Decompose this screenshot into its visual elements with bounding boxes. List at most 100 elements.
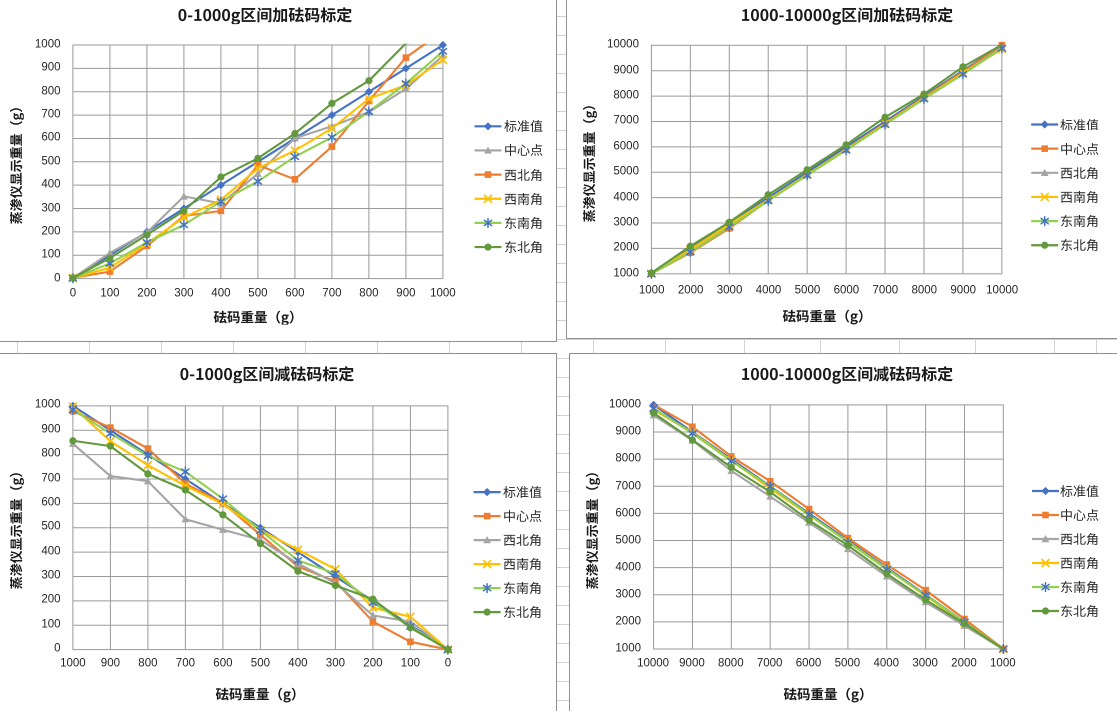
series-line-center[interactable] — [653, 403, 1003, 651]
y-tick-label: 3000 — [615, 588, 641, 601]
legend-label-center[interactable]: 中心点 — [1060, 142, 1099, 155]
chart-remove-1000-10000[interactable]: 1000-10000g区间减砝码标定砝码重量（g） 蒸渗仪显示重量（g） 10000… — [568, 353, 1117, 711]
chart-title[interactable]: 0-1000g区间加砝码标定 — [178, 6, 353, 25]
legend-key-marker-southeast[interactable] — [482, 582, 492, 593]
x-tick-label: 300 — [174, 287, 194, 300]
legend-key-marker-standard[interactable] — [483, 487, 492, 496]
y-tick-label: 1000 — [613, 267, 639, 280]
chart-title[interactable]: 1000-10000g区间减砝码标定 — [741, 366, 953, 385]
series-markers-northeast[interactable] — [69, 436, 452, 653]
legend-label-northeast[interactable]: 东北角 — [1060, 239, 1099, 252]
legend-label-southeast[interactable]: 东南角 — [1060, 215, 1099, 228]
y-axis-title[interactable]: 蒸渗仪显示重量（g） — [9, 99, 25, 224]
legend-key-marker-southeast[interactable] — [1040, 215, 1050, 227]
sheet-row-line — [0, 395, 1117, 397]
y-tick-label: 2000 — [613, 241, 639, 254]
legend-key-marker-northeast[interactable] — [1041, 607, 1049, 615]
y-tick-label: 800 — [41, 447, 61, 460]
y-tick-label: 500 — [41, 520, 61, 533]
x-tick-label: 1000 — [430, 287, 456, 300]
legend-key-marker-standard[interactable] — [1040, 487, 1050, 496]
legend-key-marker-northwest[interactable] — [484, 171, 492, 178]
series-line-northwest[interactable] — [653, 414, 1003, 651]
chart-add-1000-10000[interactable]: 1000-10000g区间加砝码标定砝码重量（g） 蒸渗仪显示重量（g） 1000 2… — [566, 0, 1117, 339]
chart-title[interactable]: 0-1000g区间减砝码标定 — [180, 365, 355, 384]
legend-key-marker-northeast[interactable] — [484, 243, 492, 251]
series-markers-northeast[interactable] — [649, 409, 968, 628]
sheet-row-line — [0, 262, 1117, 264]
legend-label-southwest[interactable]: 西南角 — [1060, 557, 1099, 570]
legend-label-northwest[interactable]: 西北角 — [1060, 166, 1099, 179]
legend-label-standard[interactable]: 标准值 — [503, 485, 542, 498]
y-tick-label: 6000 — [613, 140, 639, 153]
legend-key-marker-northeast[interactable] — [483, 608, 491, 616]
legend-key-marker-center[interactable] — [484, 146, 492, 154]
legend-label-southwest[interactable]: 西南角 — [1060, 190, 1099, 203]
legend-label-center[interactable]: 中心点 — [504, 144, 543, 157]
y-tick-label: 1000 — [615, 642, 641, 655]
sheet-row-line — [0, 528, 1117, 530]
legend-label-southeast[interactable]: 东南角 — [1060, 581, 1099, 594]
legend-key-marker-southwest[interactable] — [483, 194, 493, 204]
x-tick-label: 700 — [322, 287, 342, 300]
legend-label-southeast[interactable]: 东南角 — [504, 216, 543, 229]
legend-key-marker-northwest[interactable] — [1041, 535, 1049, 543]
legend-key-marker-southwest[interactable] — [482, 559, 492, 568]
legend-label-northeast[interactable]: 东北角 — [503, 605, 542, 618]
legend-key-marker-standard[interactable] — [483, 122, 493, 131]
x-tick-label: 3000 — [716, 283, 743, 296]
series-line-northeast[interactable] — [653, 412, 1003, 651]
legend-label-standard[interactable]: 标准值 — [1060, 485, 1099, 498]
x-axis-title[interactable]: 砝码重量（g） — [782, 309, 871, 325]
legend-key-marker-center[interactable] — [1041, 511, 1049, 519]
legend-label-southwest[interactable]: 西南角 — [503, 557, 542, 570]
legend-label-northeast[interactable]: 东北角 — [1060, 605, 1099, 618]
legend-key-marker-southwest[interactable] — [1040, 558, 1050, 568]
legend-key-marker-northwest[interactable] — [1041, 168, 1049, 176]
x-tick-label: 5000 — [834, 657, 861, 670]
chart-remove-0-1000[interactable]: 0-1000g区间减砝码标定砝码重量（g）蒸渗仪显示重量（g）100090080… — [0, 352, 557, 711]
legend-label-center[interactable]: 中心点 — [503, 509, 542, 522]
y-axis-title[interactable]: 蒸渗仪显示重量（g） — [583, 97, 598, 222]
sheet-row-line — [0, 243, 1117, 245]
legend-label-southwest[interactable]: 西南角 — [504, 192, 543, 205]
legend-key-marker-center[interactable] — [483, 512, 491, 519]
series-line-northeast[interactable] — [651, 44, 1003, 275]
series-markers-northeast[interactable] — [69, 77, 373, 282]
sheet-row-line — [0, 680, 1117, 682]
x-axis-title[interactable]: 砝码重量（g） — [783, 687, 872, 703]
y-tick-label: 4000 — [615, 561, 641, 574]
legend-label-northeast[interactable]: 东北角 — [504, 240, 543, 254]
x-axis-title[interactable]: 砝码重量（g） — [213, 310, 302, 325]
legend-label-standard[interactable]: 标准值 — [504, 120, 543, 133]
chart-title[interactable]: 1000-10000g区间加砝码标定 — [741, 7, 953, 25]
sheet-row-line — [0, 338, 1117, 340]
series-line-southeast[interactable] — [653, 407, 1003, 651]
legend-key-marker-southeast[interactable] — [1040, 582, 1050, 593]
legend-key-marker-northeast[interactable] — [1041, 241, 1049, 249]
legend-label-southeast[interactable]: 东南角 — [503, 581, 542, 594]
legend-label-center[interactable]: 中心点 — [1060, 509, 1099, 522]
y-axis-title[interactable]: 蒸渗仪显示重量（g） — [9, 465, 25, 590]
legend-key-marker-northwest[interactable] — [483, 535, 491, 543]
legend-label-standard[interactable]: 标准值 — [1060, 118, 1099, 131]
legend-label-northwest[interactable]: 西北角 — [504, 168, 543, 181]
x-tick-label: 2000 — [951, 657, 977, 670]
y-tick-label: 800 — [41, 84, 61, 97]
legend-key-marker-center[interactable] — [1041, 145, 1049, 152]
series-markers-northeast[interactable] — [648, 63, 967, 277]
sheet-row-line — [0, 642, 1117, 644]
y-axis-title[interactable]: 蒸渗仪显示重量（g） — [585, 465, 600, 590]
chart-add-0-1000[interactable]: 0-1000g区间加砝码标定砝码重量（g） 蒸渗仪显示重量（g） 0 100 200 30… — [0, 0, 557, 342]
legend-key-marker-southeast[interactable] — [483, 217, 493, 229]
legend-key-marker-southwest[interactable] — [1040, 192, 1050, 202]
legend-label-northwest[interactable]: 西北角 — [1060, 533, 1099, 546]
sheet-row-line — [0, 490, 1117, 492]
legend-label-northwest[interactable]: 西北角 — [503, 533, 542, 546]
legend-key-marker-standard[interactable] — [1040, 120, 1050, 129]
x-axis-title[interactable]: 砝码重量（g） — [216, 687, 305, 703]
y-tick-label: 700 — [41, 471, 61, 484]
series-line-southeast[interactable] — [651, 47, 1003, 275]
plot-border — [651, 44, 1003, 275]
sheet-row-line — [0, 186, 1117, 188]
